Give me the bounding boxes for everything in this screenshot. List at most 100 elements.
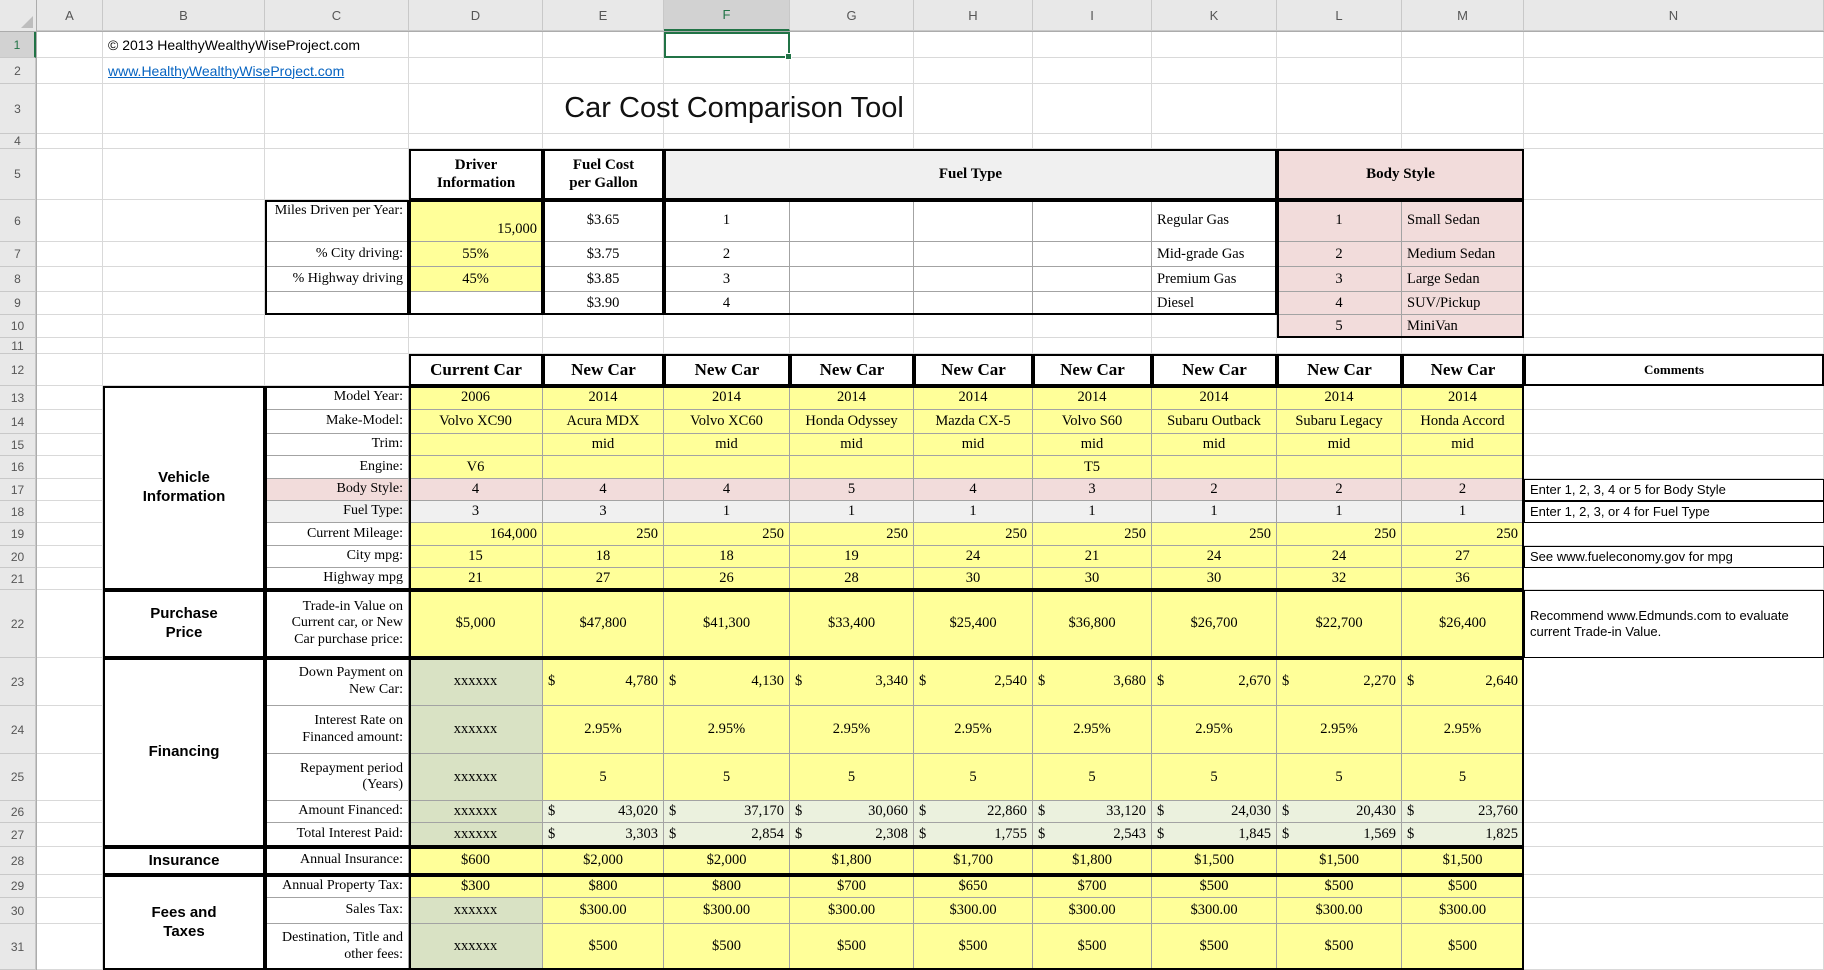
value-cell[interactable]: 21 [1033,546,1152,568]
value-cell[interactable]: $500 [914,924,1033,970]
value-cell[interactable]: 2014 [1277,386,1402,410]
row-header-3[interactable]: 3 [0,84,36,134]
value-cell[interactable]: Volvo XC90 [409,410,543,434]
value-cell[interactable]: 2 [1152,479,1277,501]
row-label[interactable]: Down Payment on New Car: [265,658,409,706]
value-cell[interactable]: 2006 [409,386,543,410]
driver-label[interactable] [265,292,409,315]
value-cell[interactable]: $37,170 [664,801,790,823]
row-header-8[interactable]: 8 [0,267,36,292]
value-cell[interactable]: 250 [664,523,790,546]
empty-cell[interactable] [914,242,1033,267]
value-cell[interactable]: $500 [1033,924,1152,970]
row-label[interactable]: Total Interest Paid: [265,823,409,847]
value-cell[interactable]: mid [543,434,664,456]
value-cell[interactable]: $1,500 [1402,847,1524,875]
group-label[interactable]: Insurance [103,847,265,875]
value-cell[interactable]: 2.95% [664,706,790,754]
value-cell[interactable] [1402,456,1524,479]
column-header-D[interactable]: D [409,0,543,31]
value-cell[interactable]: 4 [914,479,1033,501]
fuel-cost-value[interactable]: $3.90 [543,292,664,315]
value-cell[interactable]: $20,430 [1277,801,1402,823]
value-cell[interactable]: 2.95% [543,706,664,754]
value-cell[interactable]: 5 [914,754,1033,801]
row-header-18[interactable]: 18 [0,501,36,523]
value-cell[interactable]: $47,800 [543,590,664,658]
body-style-name[interactable]: MiniVan [1402,315,1524,338]
value-cell[interactable]: 2.95% [1033,706,1152,754]
value-cell[interactable]: $300.00 [664,898,790,924]
value-cell[interactable]: 250 [1277,523,1402,546]
value-cell[interactable]: xxxxxx [409,801,543,823]
value-cell[interactable]: $300 [409,875,543,898]
value-cell[interactable]: $300.00 [1033,898,1152,924]
fill-handle[interactable] [785,53,792,60]
value-cell[interactable]: mid [790,434,914,456]
value-cell[interactable]: 2.95% [914,706,1033,754]
row-label[interactable]: Sales Tax: [265,898,409,924]
row-header-14[interactable]: 14 [0,410,36,434]
row-header-7[interactable]: 7 [0,242,36,267]
value-cell[interactable]: mid [664,434,790,456]
value-cell[interactable]: T5 [1033,456,1152,479]
row-header-5[interactable]: 5 [0,149,36,200]
row-header-9[interactable]: 9 [0,292,36,315]
new-car-header[interactable]: New Car [1033,354,1152,386]
row-header-31[interactable]: 31 [0,924,36,970]
column-header-H[interactable]: H [914,0,1033,31]
fuel-cost-value[interactable]: $3.85 [543,267,664,292]
fuel-type-header[interactable]: Fuel Type [664,149,1277,200]
fuel-type-number[interactable]: 4 [664,292,790,315]
value-cell[interactable]: 18 [664,546,790,568]
value-cell[interactable]: $500 [1402,924,1524,970]
empty-cell[interactable] [914,200,1033,242]
value-cell[interactable]: $300.00 [914,898,1033,924]
value-cell[interactable]: 30 [1033,568,1152,590]
value-cell[interactable]: xxxxxx [409,658,543,706]
row-header-6[interactable]: 6 [0,200,36,242]
row-label[interactable]: Highway mpg [265,568,409,590]
value-cell[interactable]: $500 [1402,875,1524,898]
body-style-name[interactable]: Large Sedan [1402,267,1524,292]
value-cell[interactable]: $300.00 [1402,898,1524,924]
driver-label[interactable]: % Highway driving [265,267,409,292]
value-cell[interactable] [409,434,543,456]
row-header-17[interactable]: 17 [0,479,36,501]
body-style-header[interactable]: Body Style [1277,149,1524,200]
empty-cell[interactable] [790,267,914,292]
value-cell[interactable]: $43,020 [543,801,664,823]
value-cell[interactable]: 18 [543,546,664,568]
value-cell[interactable]: 2.95% [1277,706,1402,754]
driver-label[interactable]: Miles Driven per Year: [265,200,409,242]
value-cell[interactable]: 5 [664,754,790,801]
value-cell[interactable]: $650 [914,875,1033,898]
empty-cell[interactable] [914,267,1033,292]
value-cell[interactable]: mid [914,434,1033,456]
value-cell[interactable]: 1 [790,501,914,523]
row-label[interactable]: Destination, Title and other fees: [265,924,409,970]
column-header-A[interactable]: A [37,0,103,31]
value-cell[interactable]: Volvo XC60 [664,410,790,434]
body-style-number[interactable]: 4 [1277,292,1402,315]
value-cell[interactable]: 2.95% [1152,706,1277,754]
value-cell[interactable]: $500 [664,924,790,970]
empty-cell[interactable] [1033,242,1152,267]
new-car-header[interactable]: New Car [1277,354,1402,386]
empty-cell[interactable] [790,292,914,315]
value-cell[interactable]: $500 [1277,875,1402,898]
value-cell[interactable]: $300.00 [543,898,664,924]
value-cell[interactable]: $26,700 [1152,590,1277,658]
fuel-type-name[interactable]: Regular Gas [1152,200,1277,242]
value-cell[interactable]: mid [1277,434,1402,456]
value-cell[interactable]: 5 [1402,754,1524,801]
row-header-12[interactable]: 12 [0,354,36,386]
row-header-29[interactable]: 29 [0,875,36,898]
column-header-K[interactable]: K [1152,0,1277,31]
value-cell[interactable]: 27 [543,568,664,590]
column-header-F[interactable]: F [664,0,790,31]
value-cell[interactable]: $1,569 [1277,823,1402,847]
row-label[interactable]: Amount Financed: [265,801,409,823]
value-cell[interactable]: $1,845 [1152,823,1277,847]
value-cell[interactable]: $700 [1033,875,1152,898]
